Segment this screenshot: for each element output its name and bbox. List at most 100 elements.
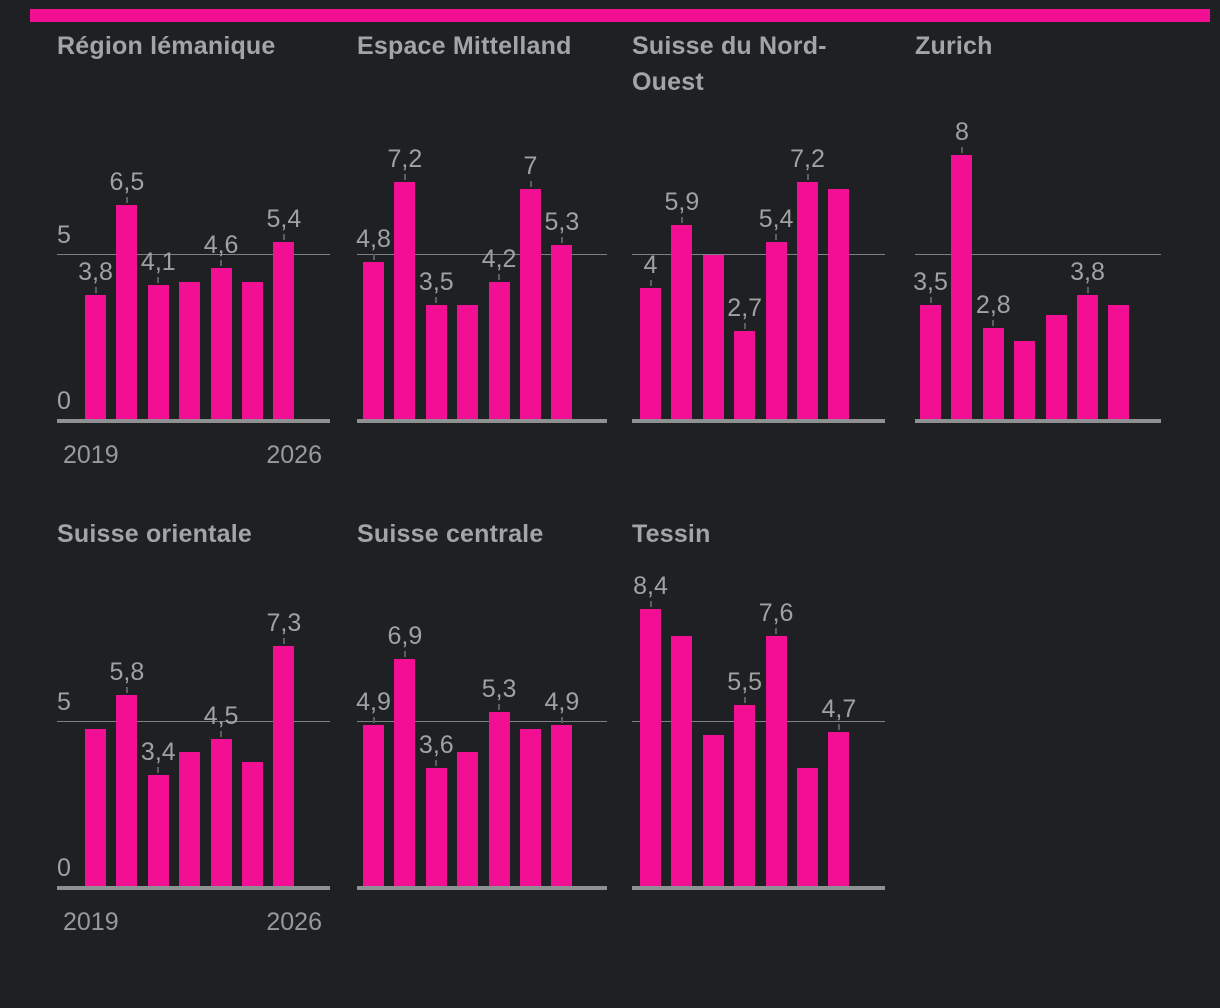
- bar: [273, 242, 295, 421]
- bar: [702, 735, 724, 888]
- label-leader-line: [529, 181, 532, 187]
- bar: [520, 729, 541, 888]
- gridline: [57, 721, 330, 722]
- label-leader-line: [125, 687, 128, 693]
- bar: [702, 255, 724, 421]
- plot-area: 5,8 3,4 4,5 7,3 5 0: [57, 606, 330, 890]
- x-tick-label-last: 2026: [266, 441, 322, 469]
- bar: [951, 155, 973, 421]
- label-leader-line: [435, 760, 438, 766]
- bar: [147, 285, 169, 421]
- label-leader-line: [806, 174, 809, 180]
- label-leader-line: [498, 274, 501, 280]
- chart-title: Suisse centrale: [357, 520, 544, 548]
- label-leader-line: [929, 297, 932, 303]
- label-leader-line: [649, 280, 652, 286]
- label-leader-line: [743, 697, 746, 703]
- bar-value-label: 5,3: [481, 675, 517, 703]
- bar-value-label: 6,5: [109, 168, 145, 196]
- bar-value-label: 3,8: [78, 258, 113, 286]
- chart-title: Région lémanique: [57, 32, 276, 60]
- x-axis-line: [357, 886, 607, 890]
- label-leader-line: [775, 234, 778, 240]
- bar: [551, 245, 573, 421]
- label-leader-line: [220, 260, 223, 266]
- bar: [1108, 305, 1130, 421]
- bar: [394, 182, 416, 421]
- x-tick-label-last: 2026: [266, 908, 322, 936]
- bar-value-label: 7: [523, 152, 538, 180]
- bar: [1045, 315, 1067, 421]
- bar-value-label: 8,4: [633, 572, 668, 600]
- bar: [210, 268, 232, 421]
- bar-value-label: 3,5: [913, 268, 948, 296]
- gridline: [632, 721, 885, 722]
- x-axis-line: [632, 886, 885, 890]
- chart-panel: Zurich 3,5 8 2,8 3,8: [913, 28, 1161, 498]
- bar: [734, 331, 756, 421]
- plot-area: 4,8 7,2 3,5 4,2 7 5,3: [356, 139, 607, 423]
- chart-panel: Suisse du Nord-Ouest 4 5,9 2,7 5,4 7,2: [632, 28, 885, 498]
- chart-panel: Tessin 8,4 5,5 7,6 4,7: [632, 516, 885, 986]
- bar: [828, 732, 850, 888]
- bar: [488, 282, 510, 421]
- bar-value-label: 4,7: [821, 695, 857, 723]
- bar-value-label: 7,3: [266, 609, 302, 637]
- bar: [734, 705, 756, 888]
- bar-value-label: 4,9: [544, 688, 580, 716]
- label-leader-line: [680, 217, 683, 223]
- gridline: [357, 254, 607, 255]
- label-leader-line: [220, 731, 223, 737]
- chart-panel: Suisse orientale 5,8 3,4 4,5 7,3 5 0 2019 2026: [57, 516, 330, 986]
- bar: [179, 752, 201, 888]
- bar-value-label: 3,4: [140, 738, 176, 766]
- label-leader-line: [403, 174, 406, 180]
- label-leader-line: [960, 147, 963, 153]
- bar: [828, 189, 850, 421]
- bar: [765, 242, 787, 421]
- label-leader-line: [775, 628, 778, 634]
- bar: [363, 262, 384, 421]
- gridline: [915, 254, 1161, 255]
- bar: [147, 775, 169, 888]
- bar: [1077, 295, 1098, 421]
- bar: [640, 288, 661, 421]
- bar: [488, 712, 510, 888]
- bar: [671, 636, 693, 888]
- x-axis-line: [632, 419, 885, 423]
- label-leader-line: [1086, 287, 1089, 293]
- bar: [242, 282, 263, 421]
- bar: [425, 305, 447, 421]
- y-axis-label-gridline: 5: [57, 221, 71, 249]
- bar-value-label: 2,7: [727, 294, 763, 322]
- bar: [797, 768, 818, 888]
- label-leader-line: [282, 234, 285, 240]
- label-leader-line: [435, 297, 438, 303]
- bar: [797, 182, 818, 421]
- plot-area: 8,4 5,5 7,6 4,7: [632, 574, 885, 890]
- bar-value-label: 4,5: [203, 702, 239, 730]
- bar: [116, 205, 138, 421]
- label-leader-line: [282, 638, 285, 644]
- y-axis-label-zero: 0: [57, 387, 71, 415]
- label-leader-line: [372, 717, 375, 723]
- label-leader-line: [403, 651, 406, 657]
- label-leader-line: [372, 254, 375, 260]
- bar: [520, 189, 541, 421]
- bar: [457, 752, 479, 888]
- bar-value-label: 8: [954, 118, 969, 146]
- bar: [85, 295, 106, 421]
- bar: [457, 305, 479, 421]
- label-leader-line: [743, 323, 746, 329]
- bar-value-label: 3,5: [418, 268, 454, 296]
- bar-value-label: 2,8: [975, 291, 1011, 319]
- label-leader-line: [992, 320, 995, 326]
- label-leader-line: [560, 717, 563, 723]
- x-tick-label-first: 2019: [63, 908, 119, 936]
- chart-panel: Région lémanique 3,8 6,5 4,1 4,6 5,4 5 0 2019 202…: [57, 28, 330, 498]
- label-leader-line: [498, 704, 501, 710]
- gridline: [357, 721, 607, 722]
- bar: [394, 659, 416, 888]
- bar-value-label: 5,4: [758, 205, 794, 233]
